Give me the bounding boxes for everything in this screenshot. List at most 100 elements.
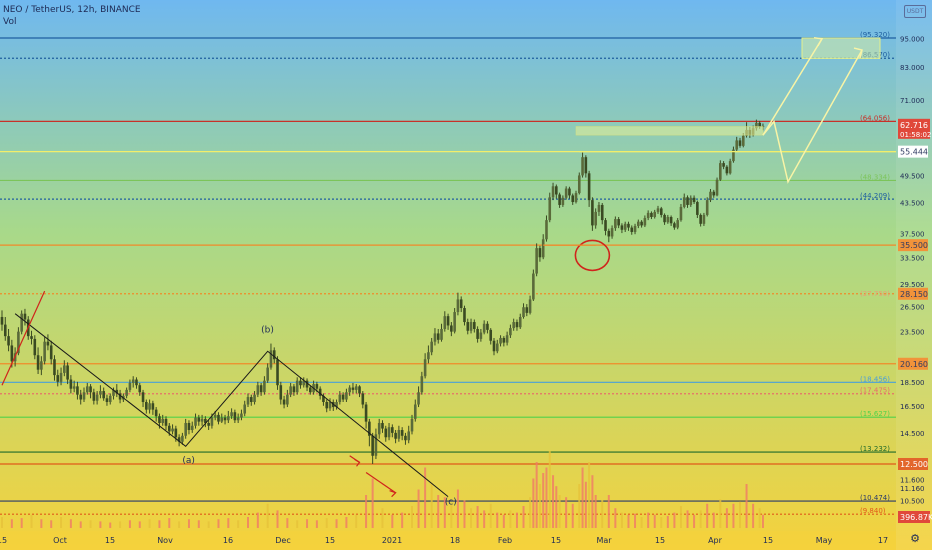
time-tick-label: 15 bbox=[105, 536, 115, 545]
volume-bar bbox=[532, 478, 535, 528]
volume-bar bbox=[552, 475, 555, 528]
volume-bar bbox=[10, 519, 13, 528]
candle-body bbox=[348, 387, 351, 393]
volume-bar bbox=[706, 503, 709, 528]
candle-body bbox=[466, 322, 470, 331]
red-arrow-head bbox=[389, 490, 397, 498]
candle-body bbox=[502, 337, 506, 343]
candle-body bbox=[145, 402, 148, 410]
candle-body bbox=[56, 375, 60, 382]
candle-body bbox=[545, 220, 548, 240]
volume-bar bbox=[128, 520, 131, 528]
candle-body bbox=[217, 414, 220, 422]
volume-bar bbox=[634, 513, 637, 528]
candle-body bbox=[518, 316, 522, 328]
red-arrow-head bbox=[354, 458, 361, 467]
candle-body bbox=[181, 435, 184, 442]
volume-bar bbox=[371, 478, 374, 528]
candle-body bbox=[141, 392, 145, 403]
candle-body bbox=[289, 386, 292, 395]
candle-body bbox=[322, 395, 325, 403]
level-value-label: (18.456) bbox=[860, 375, 890, 383]
gear-icon[interactable]: ⚙ bbox=[910, 532, 920, 545]
currency-badge[interactable]: USDT bbox=[904, 5, 926, 18]
candle-body bbox=[377, 422, 381, 435]
chart-header: NEO / TetherUS, 12h, BINANCE Vol bbox=[3, 4, 141, 28]
candle-body bbox=[59, 372, 63, 382]
candle-body bbox=[43, 341, 46, 362]
volume-badge bbox=[898, 511, 930, 523]
volume-bar bbox=[761, 514, 764, 528]
candle-body bbox=[269, 350, 273, 368]
volume-bar bbox=[306, 519, 309, 528]
time-tick-label: Oct bbox=[53, 536, 67, 545]
candle-body bbox=[20, 313, 23, 332]
candle-body bbox=[440, 328, 443, 340]
volume-bar bbox=[601, 500, 604, 528]
elliott-wave-line bbox=[14, 313, 449, 497]
volume-bar bbox=[483, 510, 486, 528]
candle-body bbox=[318, 388, 322, 396]
candle-body bbox=[430, 341, 433, 353]
candle-body bbox=[555, 186, 558, 195]
volume-bar bbox=[565, 497, 568, 528]
volume-bar bbox=[119, 521, 122, 528]
price-tick-label: 37.500 bbox=[900, 231, 925, 239]
candle-body bbox=[17, 331, 20, 354]
candle-body bbox=[174, 428, 178, 438]
volume-bar bbox=[391, 514, 394, 528]
candle-body bbox=[72, 386, 76, 389]
candle-body bbox=[354, 386, 358, 390]
time-tick-label: 15 bbox=[0, 536, 7, 545]
candle-body bbox=[397, 430, 401, 439]
volume-bar bbox=[712, 512, 715, 528]
volume-bar bbox=[476, 506, 479, 528]
candle-body bbox=[689, 197, 693, 205]
candle-body bbox=[699, 214, 702, 224]
volume-bar bbox=[266, 503, 269, 528]
candle-body bbox=[243, 404, 247, 414]
level-badge-label: 55.444 bbox=[900, 148, 928, 157]
level-badge bbox=[898, 287, 928, 300]
volume-indicator-label[interactable]: Vol bbox=[3, 17, 17, 27]
candle-body bbox=[292, 386, 296, 393]
candle-body bbox=[368, 421, 371, 436]
candle-body bbox=[482, 323, 486, 333]
volume-bar bbox=[591, 475, 594, 528]
volume-bar bbox=[522, 506, 525, 528]
candle-body bbox=[384, 428, 388, 438]
symbol-title[interactable]: NEO / TetherUS, 12h, BINANCE bbox=[3, 5, 141, 15]
candle-body bbox=[128, 382, 132, 390]
candle-body bbox=[587, 173, 591, 201]
candle-body bbox=[272, 350, 276, 360]
time-tick-label: 15 bbox=[551, 536, 561, 545]
candle-body bbox=[381, 422, 384, 429]
candle-body bbox=[315, 384, 319, 389]
volume-bar bbox=[640, 517, 643, 528]
volume-bar bbox=[430, 484, 433, 528]
candle-body bbox=[387, 427, 391, 438]
candle-body bbox=[617, 219, 620, 226]
volume-bar bbox=[417, 489, 420, 528]
candle-body bbox=[407, 431, 411, 441]
candle-body bbox=[338, 394, 342, 403]
volume-bar bbox=[20, 518, 23, 528]
candle-body bbox=[525, 307, 529, 313]
candle-body bbox=[659, 208, 663, 215]
candle-body bbox=[394, 432, 397, 439]
candle-body bbox=[686, 197, 689, 205]
candle-body bbox=[102, 391, 105, 399]
candle-body bbox=[286, 394, 289, 405]
level-badge-label: 20.160 bbox=[900, 360, 928, 369]
time-tick-label: Apr bbox=[708, 536, 723, 545]
candle-body bbox=[95, 394, 99, 401]
time-tick-label: Nov bbox=[157, 536, 173, 545]
volume-bar bbox=[653, 514, 656, 528]
highlight-circle bbox=[574, 239, 611, 272]
candle-body bbox=[594, 211, 597, 226]
candle-body bbox=[522, 307, 525, 317]
candle-body bbox=[696, 202, 699, 215]
volume-bar bbox=[256, 512, 259, 528]
